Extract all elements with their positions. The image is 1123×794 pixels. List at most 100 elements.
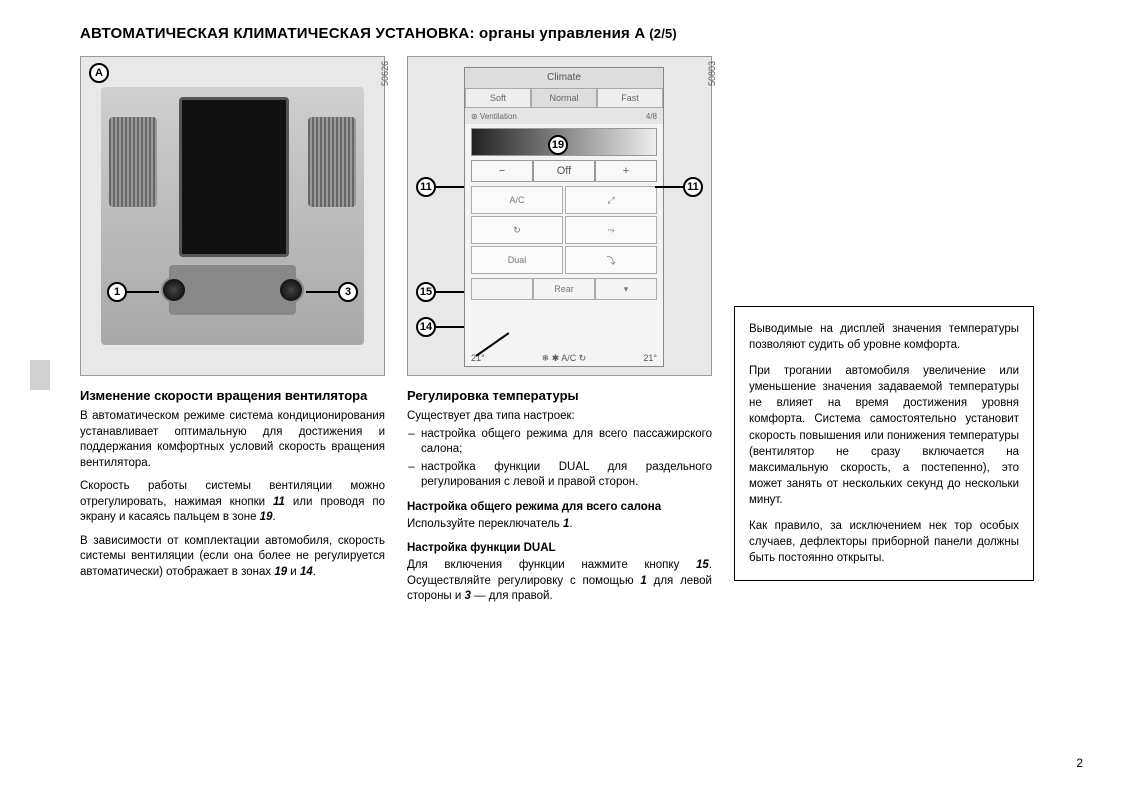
- rear-arrow: ▾: [595, 278, 657, 300]
- col2-intro: Существует два типа настроек:: [407, 409, 712, 425]
- callout-1-lead: [127, 291, 159, 293]
- vent-left-icon: [109, 117, 157, 207]
- cell-dual: Dual: [471, 246, 563, 274]
- center-screen-icon: [179, 97, 289, 257]
- ref-14: 14: [300, 566, 313, 578]
- callout-A-label: A: [89, 63, 109, 83]
- tab-normal: Normal: [531, 88, 597, 108]
- image-code-2: 50803: [707, 61, 717, 86]
- cell-flow: ⤳: [565, 216, 657, 244]
- plus-btn: +: [595, 160, 657, 182]
- sub1-b: .: [569, 518, 572, 530]
- callout-11r-lead: [655, 186, 683, 188]
- callout-3-lead: [306, 291, 338, 293]
- column-1: 50626 A 1: [80, 56, 385, 613]
- temp-right: 21°: [643, 353, 657, 364]
- sub1-a: Используйте переключатель: [407, 518, 563, 530]
- figure-climate-screen: 50803 Climate Soft Normal Fast ⊛ Ventila…: [407, 56, 712, 376]
- ref-15: 15: [696, 559, 709, 571]
- col2-li1: настройка общего режима для всего пассаж…: [421, 427, 712, 458]
- minus-btn: −: [471, 160, 533, 182]
- note-p3: Как правило, за исключением нек ­тор осо…: [749, 518, 1019, 566]
- callout-11r-label: 11: [683, 177, 703, 197]
- callout-11l-lead: [436, 186, 464, 188]
- tab-fast: Fast: [597, 88, 663, 108]
- col1-p3-a: В зависимости от комплектации автомо­бил…: [80, 535, 385, 578]
- info-box: Выводимые на дисплей значения тем­перату…: [734, 306, 1034, 581]
- figure-dashboard: 50626 A 1: [80, 56, 385, 376]
- col2-list: настройка общего режима для всего пассаж…: [407, 427, 712, 491]
- ref-19: 19: [260, 511, 273, 523]
- col1-heading: Изменение скорости вращения вентилятора: [80, 388, 385, 403]
- title-sub: (2/5): [649, 26, 677, 41]
- callout-15-lead: [436, 291, 464, 293]
- dashboard-illustration: [101, 87, 364, 345]
- sub2-d: — для правой.: [471, 590, 553, 602]
- title-main: АВТОМАТИЧЕСКАЯ КЛИМАТИЧЕСКАЯ УСТАНОВКА: …: [80, 25, 645, 42]
- col1-p2-c: .: [272, 511, 275, 523]
- callout-1: 1: [107, 282, 159, 302]
- callout-1-label: 1: [107, 282, 127, 302]
- vent-right-icon: [308, 117, 356, 207]
- cell-feet: ⤵: [565, 246, 657, 274]
- bottom-icons: ❄ ✱ A/C ↻: [542, 353, 587, 364]
- ref-11: 11: [273, 496, 285, 508]
- col2-sub2: Настройка функции DUAL: [407, 542, 712, 554]
- col1-p2: Скорость работы системы вентиля­ции можн…: [80, 479, 385, 526]
- callout-3: 3: [306, 282, 358, 302]
- note-p2: При трогании автомобиля увеличе­ние или …: [749, 363, 1019, 508]
- callout-19: 19: [548, 135, 568, 155]
- cell-recirc: ↻: [471, 216, 563, 244]
- plus-minus-row: − Off +: [471, 160, 657, 182]
- tab-soft: Soft: [465, 88, 531, 108]
- column-2: 50803 Climate Soft Normal Fast ⊛ Ventila…: [407, 56, 712, 613]
- callout-14: 14: [416, 317, 464, 337]
- callout-11-left: 11: [416, 177, 464, 197]
- col1-p3-c: .: [313, 566, 316, 578]
- control-panel-icon: [169, 265, 296, 315]
- callout-14-label: 14: [416, 317, 436, 337]
- vent-value: 4/8: [646, 112, 657, 121]
- rear-label: Rear: [533, 278, 595, 300]
- col2-sub1-p: Используйте переключатель 1.: [407, 517, 712, 533]
- col1-p3-b: и: [287, 566, 300, 578]
- note-p1: Выводимые на дисплей значения тем­перату…: [749, 321, 1019, 353]
- rear-row: Rear ▾: [471, 278, 657, 300]
- col2-li2: настройка функции DUAL для раздель­ного …: [421, 460, 712, 491]
- knob-1-icon: [161, 277, 187, 303]
- col1-p1: В автоматическом режиме система кон­дици…: [80, 409, 385, 471]
- callout-15-label: 15: [416, 282, 436, 302]
- screen-header: Climate: [465, 68, 663, 88]
- page-number: 2: [1076, 756, 1083, 770]
- col2-sub2-p: Для включения функции нажмите кнопку 15.…: [407, 558, 712, 605]
- col1-p3: В зависимости от комплектации автомо­бил…: [80, 534, 385, 581]
- callout-19-label: 19: [548, 135, 568, 155]
- cell-ac: A/C: [471, 186, 563, 214]
- vent-label: ⊛ Ventilation: [471, 112, 517, 121]
- sub2-a: Для включения функции нажмите кнопку: [407, 559, 696, 571]
- column-3: Выводимые на дисплей значения тем­перату…: [734, 56, 1034, 613]
- callout-A: A: [89, 63, 109, 83]
- screen-tabs: Soft Normal Fast: [465, 88, 663, 108]
- page-content: АВТОМАТИЧЕСКАЯ КЛИМАТИЧЕСКАЯ УСТАНОВКА: …: [80, 25, 1070, 613]
- callout-11l-label: 11: [416, 177, 436, 197]
- page-title: АВТОМАТИЧЕСКАЯ КЛИМАТИЧЕСКАЯ УСТАНОВКА: …: [80, 25, 1070, 42]
- side-color-tab: [30, 360, 50, 390]
- climate-screen-illustration: Climate Soft Normal Fast ⊛ Ventilation 4…: [464, 67, 664, 367]
- rear-blank: [471, 278, 533, 300]
- col2-heading: Регулировка температуры: [407, 388, 712, 403]
- callout-15: 15: [416, 282, 464, 302]
- cell-defrost: ⤢: [565, 186, 657, 214]
- button-grid: A/C ⤢ ↻ ⤳ Dual ⤵: [471, 186, 657, 274]
- ref-19b: 19: [274, 566, 287, 578]
- ventilation-row: ⊛ Ventilation 4/8: [465, 108, 663, 124]
- callout-11-right: 11: [655, 177, 703, 197]
- off-btn: Off: [533, 160, 595, 182]
- bottom-bar: 21° ❄ ✱ A/C ↻ 21°: [471, 353, 657, 364]
- column-layout: 50626 A 1: [80, 56, 1070, 613]
- col2-sub1: Настройка общего режима для всего салона: [407, 501, 712, 513]
- image-code: 50626: [380, 61, 390, 86]
- callout-3-label: 3: [338, 282, 358, 302]
- callout-14-lead: [436, 326, 464, 328]
- knob-3-icon: [278, 277, 304, 303]
